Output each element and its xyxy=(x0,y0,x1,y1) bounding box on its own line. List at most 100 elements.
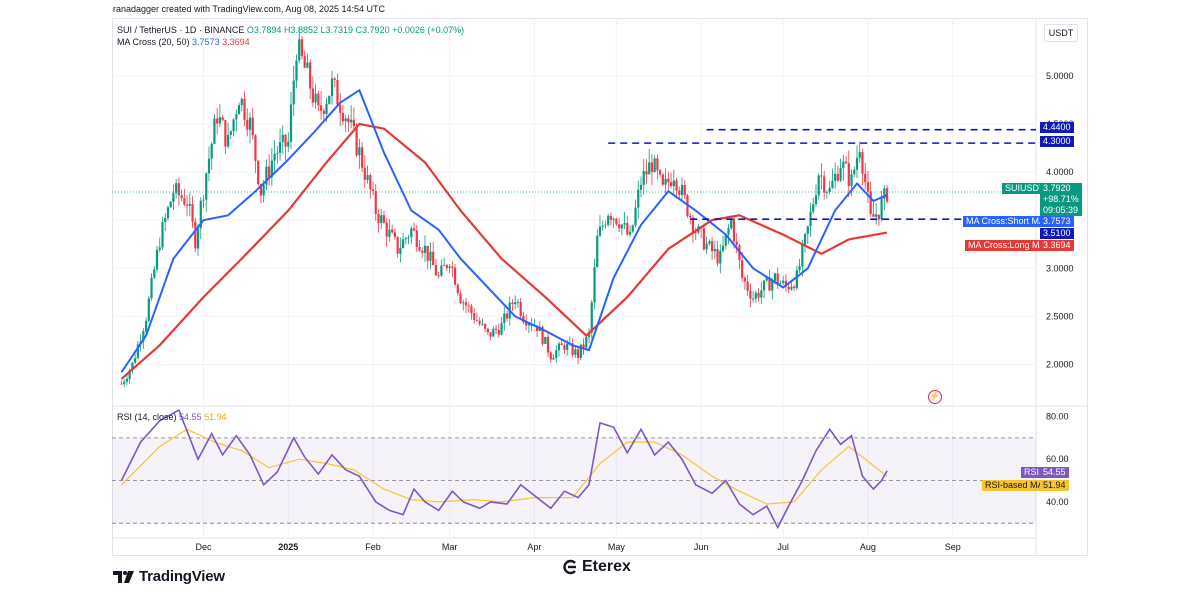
candle-body xyxy=(563,345,566,350)
candle-body xyxy=(546,336,550,353)
candle-body xyxy=(631,225,634,232)
eterex-logo: Eterex xyxy=(563,558,631,576)
candle-body xyxy=(872,213,875,217)
candle-body xyxy=(601,225,604,227)
symbol-tag: SUIUSDT xyxy=(1002,183,1048,194)
candle-body xyxy=(453,267,457,285)
candle-body xyxy=(273,153,276,161)
candle-body xyxy=(790,286,793,290)
rsi-ma-label-tag: RSI-based MA xyxy=(982,480,1047,491)
candle-body xyxy=(358,147,361,156)
candle-body xyxy=(128,370,131,379)
candle-body xyxy=(210,143,213,159)
candle-body xyxy=(136,344,139,359)
rsi-legend-label: RSI (14, close) xyxy=(117,412,177,422)
candle-body xyxy=(325,103,328,115)
candle-body xyxy=(259,183,263,196)
candle-body xyxy=(451,266,454,268)
time-tick-label: Mar xyxy=(442,542,458,552)
candle-body xyxy=(593,267,596,303)
candle-body xyxy=(330,78,334,96)
candle-body xyxy=(650,162,654,172)
rsi-label-tag: RSI xyxy=(1021,467,1043,478)
candle-body xyxy=(339,104,342,113)
candle-body xyxy=(202,199,205,201)
candle-body xyxy=(470,306,473,314)
candle-body xyxy=(656,158,659,171)
candle-body xyxy=(155,249,159,270)
candle-body xyxy=(169,201,172,208)
candle-body xyxy=(557,343,561,351)
candle-body xyxy=(166,207,170,219)
high-value: H3.8852 xyxy=(283,25,318,35)
candle-body xyxy=(434,265,438,276)
candle-body xyxy=(221,117,224,121)
candle-body xyxy=(478,320,481,325)
candle-body xyxy=(429,251,432,261)
lightning-icon[interactable]: ⚡ xyxy=(928,390,942,404)
candle-body xyxy=(224,120,227,147)
candle-body xyxy=(164,218,167,223)
candle-body xyxy=(437,275,440,277)
currency-unit-button[interactable]: USDT xyxy=(1044,24,1078,42)
candle-body xyxy=(333,78,336,80)
last-price-tag: 3.7920 +98.71% 09:05:39 xyxy=(1040,183,1082,216)
candle-body xyxy=(689,215,692,218)
candle-body xyxy=(216,118,219,124)
candle-body xyxy=(153,269,156,278)
candle-body xyxy=(585,337,588,348)
candle-body xyxy=(240,98,243,106)
candle-body xyxy=(607,215,610,225)
candle-body xyxy=(360,147,364,168)
candle-body xyxy=(751,298,755,300)
candle-body xyxy=(776,273,779,284)
candle-body xyxy=(861,152,864,174)
candle-body xyxy=(371,189,375,192)
candle-body xyxy=(421,250,424,253)
candle-body xyxy=(847,163,850,186)
candle-body xyxy=(721,245,725,251)
candle-body xyxy=(587,332,591,338)
candle-body xyxy=(708,241,711,244)
candle-body xyxy=(864,173,867,183)
price-change-pct: +98.71% xyxy=(1043,194,1079,204)
ma-legend-label: MA Cross (20, 50) xyxy=(117,37,190,47)
candle-body xyxy=(328,95,331,104)
candle-body xyxy=(445,265,448,268)
candle-body xyxy=(516,302,520,303)
candle-body xyxy=(306,62,309,68)
ma-long-value: 3.3694 xyxy=(222,37,250,47)
candle-body xyxy=(322,110,325,115)
candle-body xyxy=(484,324,487,329)
candle-body xyxy=(582,344,585,348)
candle-body xyxy=(795,270,798,289)
candle-body xyxy=(396,236,399,254)
candle-body xyxy=(784,280,788,287)
chart-canvas[interactable]: 2.00002.50003.00003.50004.00004.50005.00… xyxy=(112,18,1088,556)
candle-body xyxy=(281,134,284,142)
candle-body xyxy=(626,223,629,235)
candle-body xyxy=(311,88,314,103)
candle-body xyxy=(492,328,495,337)
candle-body xyxy=(609,215,613,220)
candle-body xyxy=(287,141,290,147)
candle-body xyxy=(246,119,249,130)
candle-body xyxy=(623,223,626,225)
candle-body xyxy=(866,182,870,192)
candle-body xyxy=(276,152,279,154)
candle-body xyxy=(235,114,238,120)
price-tick-label: 5.0000 xyxy=(1046,71,1074,81)
time-tick-label: 2025 xyxy=(278,542,298,552)
candle-body xyxy=(713,249,716,252)
candle-body xyxy=(782,280,785,283)
candle-body xyxy=(579,344,582,358)
candle-body xyxy=(120,383,123,385)
candle-body xyxy=(336,79,339,105)
candle-body xyxy=(265,166,268,185)
candle-body xyxy=(257,160,260,184)
candle-body xyxy=(628,231,632,235)
candle-body xyxy=(771,280,774,291)
candle-body xyxy=(309,62,312,89)
candle-body xyxy=(522,316,525,323)
rsi-value-tag: 54.55 xyxy=(1040,467,1069,478)
